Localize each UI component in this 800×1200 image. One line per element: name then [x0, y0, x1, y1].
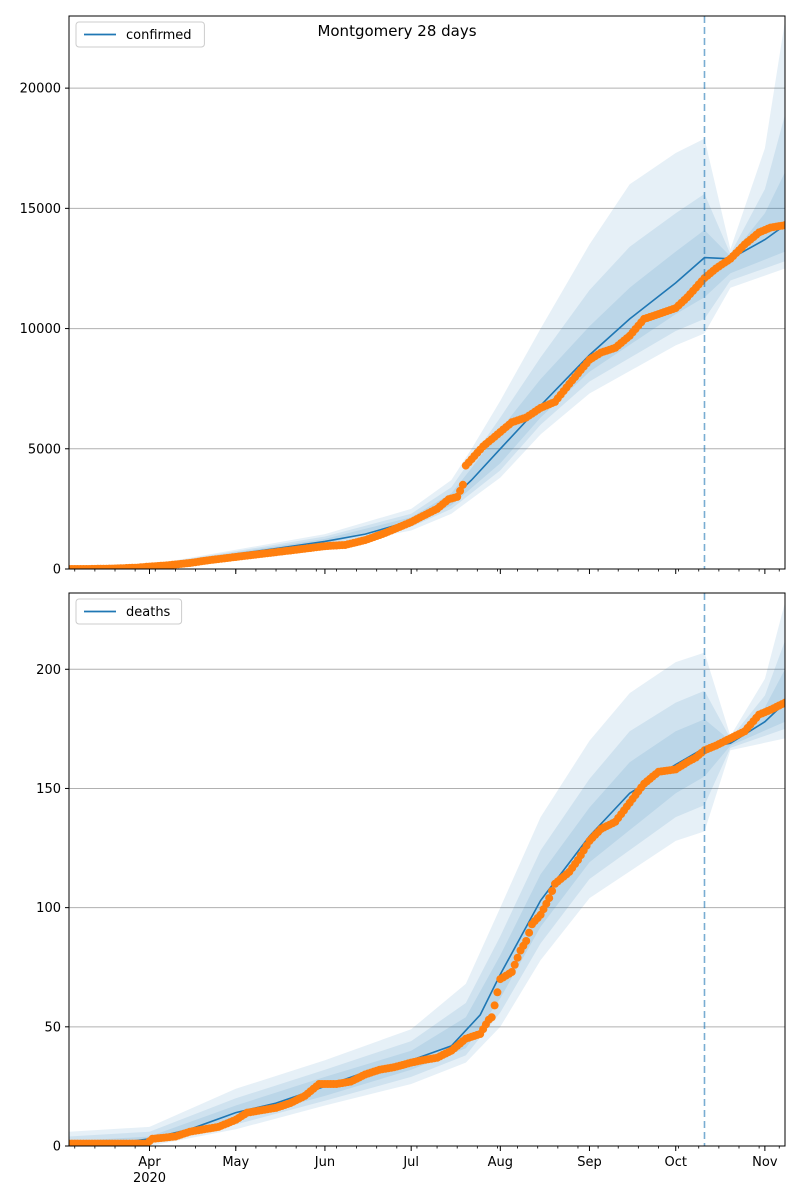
y-tick-label: 20000	[20, 82, 61, 97]
uncertainty-band	[69, 602, 785, 1146]
observed-point	[507, 968, 516, 976]
uncertainty-band	[69, 114, 785, 569]
uncertainty-band	[69, 640, 785, 1146]
y-tick-label: 100	[36, 901, 61, 916]
plot-frame	[68, 592, 786, 1147]
observed-point	[525, 928, 534, 937]
uncertainty-band	[69, 20, 785, 569]
x-tick-label: Jul	[402, 1155, 419, 1170]
y-tick-label: 0	[53, 1140, 61, 1155]
observed-point	[510, 960, 519, 969]
x-tick-label: Nov	[752, 1155, 778, 1170]
legend-box	[75, 21, 205, 48]
x-tick-sublabel: 2020	[133, 1171, 166, 1186]
x-tick-label: Oct	[664, 1155, 686, 1170]
figure-title: Montgomery 28 days	[317, 22, 476, 40]
observed-point	[545, 894, 554, 903]
uncertainty-band	[69, 669, 785, 1146]
observed-point	[781, 221, 785, 230]
y-tick-label: 150	[36, 782, 61, 797]
observed-point	[548, 887, 557, 895]
observed-point	[458, 480, 467, 489]
legend-label: confirmed	[126, 28, 192, 43]
observed-point	[513, 953, 522, 962]
observed-point	[781, 698, 785, 707]
x-tick-label: Sep	[577, 1155, 602, 1170]
observed-point	[487, 1013, 496, 1022]
y-tick-label: 200	[36, 663, 61, 678]
plot-area	[69, 602, 785, 1146]
observed-point	[490, 1001, 499, 1010]
observed-point	[522, 937, 531, 945]
y-tick-label: 0	[53, 563, 61, 578]
confirmed-panel: 0 5000 10000 15000 20000 confirmed	[20, 15, 786, 578]
observed-point	[493, 988, 502, 997]
x-tick-label: Apr	[138, 1155, 161, 1170]
y-tick-label: 10000	[20, 322, 61, 337]
legend-box	[75, 598, 183, 625]
observed-point	[453, 492, 462, 501]
x-tick-label: Aug	[488, 1155, 513, 1170]
plot-area	[69, 20, 785, 569]
y-tick-label: 5000	[28, 442, 61, 457]
y-tick-label: 15000	[20, 202, 61, 217]
plot-frame	[68, 15, 786, 570]
legend-label: deaths	[126, 605, 171, 620]
x-tick-label: May	[222, 1155, 249, 1170]
observed-point	[456, 486, 465, 495]
y-tick-label: 50	[44, 1020, 61, 1035]
x-tick-label: Jun	[314, 1155, 335, 1170]
